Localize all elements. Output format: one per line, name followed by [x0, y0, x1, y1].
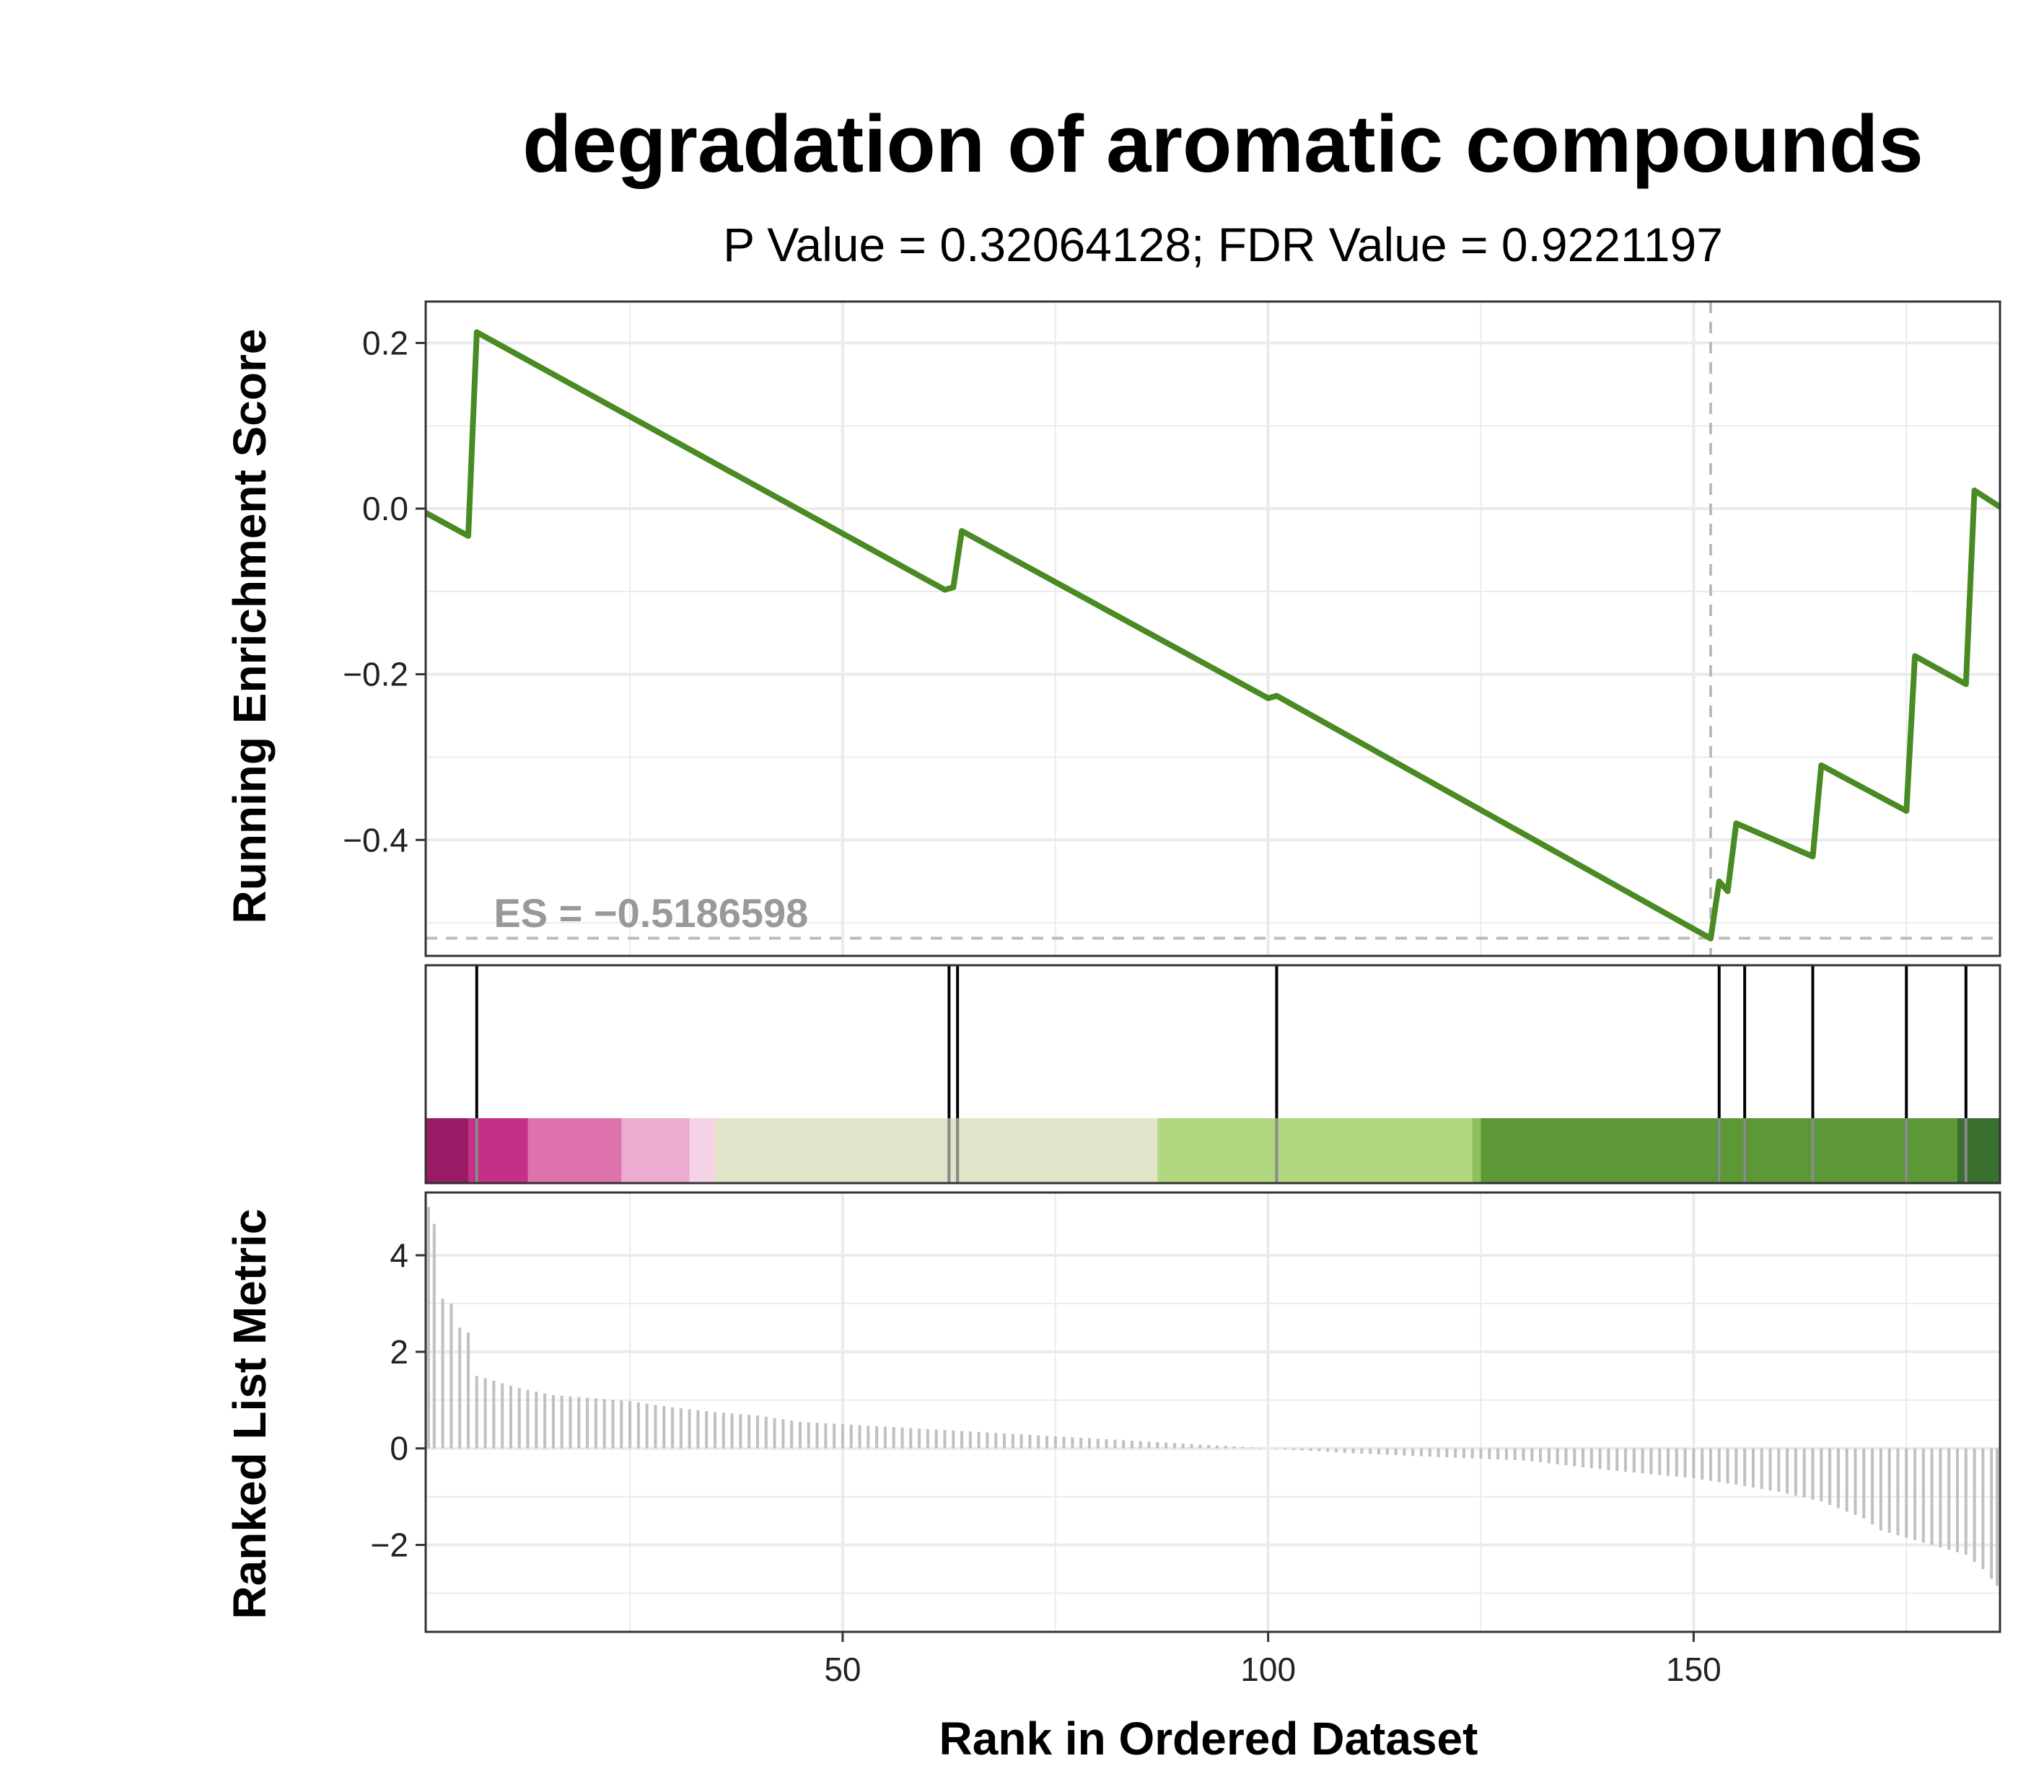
rank-color-band — [715, 1118, 1158, 1183]
y-tick-label: 0 — [390, 1430, 408, 1467]
rank-color-band — [1157, 1118, 1473, 1183]
running-enrichment-score-line — [424, 329, 2002, 941]
metric-panel: 4 2 0 −2 — [371, 1191, 2001, 1633]
es-value-label: ES = −0.5186598 — [494, 890, 808, 936]
chart-subtitle: P Value = 0.32064128; FDR Value = 0.9221… — [723, 218, 1723, 271]
enrichment-panel-bg — [426, 302, 2000, 956]
enrichment-y-axis-title: Running Enrichment Score — [224, 329, 276, 924]
rank-color-band — [1472, 1118, 1482, 1183]
hits-panel — [424, 964, 2001, 1185]
y-tick-label: −0.2 — [343, 656, 408, 693]
x-axis: 50 100 150 — [824, 1632, 1721, 1688]
x-tick-label: 100 — [1240, 1651, 1296, 1688]
y-tick-label: 2 — [390, 1333, 408, 1371]
y-tick-label: 0.0 — [362, 490, 408, 527]
rank-color-band — [621, 1118, 690, 1183]
x-tick-label: 50 — [824, 1651, 861, 1688]
enrichment-panel-border — [424, 300, 2001, 957]
rank-color-band — [1957, 1118, 2001, 1183]
enrichment-panel: ES = −0.5186598 0.2 0.0 −0.2 −0.4 — [343, 300, 2002, 957]
y-tick-label: 4 — [390, 1237, 408, 1274]
y-tick-label: 0.2 — [362, 324, 408, 361]
x-axis-title: Rank in Ordered Dataset — [939, 1713, 1478, 1765]
hits-panel-border — [424, 964, 2001, 1185]
metric-y-axis-title: Ranked List Metric — [224, 1208, 276, 1619]
y-tick-label: −0.4 — [343, 821, 408, 858]
rank-color-band — [527, 1118, 622, 1183]
rank-color-band — [468, 1118, 529, 1183]
metric-panel-border — [424, 1191, 2001, 1633]
chart-title: degradation of aromatic compounds — [522, 99, 1924, 189]
metric-panel-bg — [426, 1193, 2000, 1632]
rank-color-band — [689, 1118, 716, 1183]
y-tick-label: −2 — [371, 1527, 408, 1564]
rank-color-band — [426, 1118, 469, 1183]
x-tick-label: 150 — [1666, 1651, 1721, 1688]
